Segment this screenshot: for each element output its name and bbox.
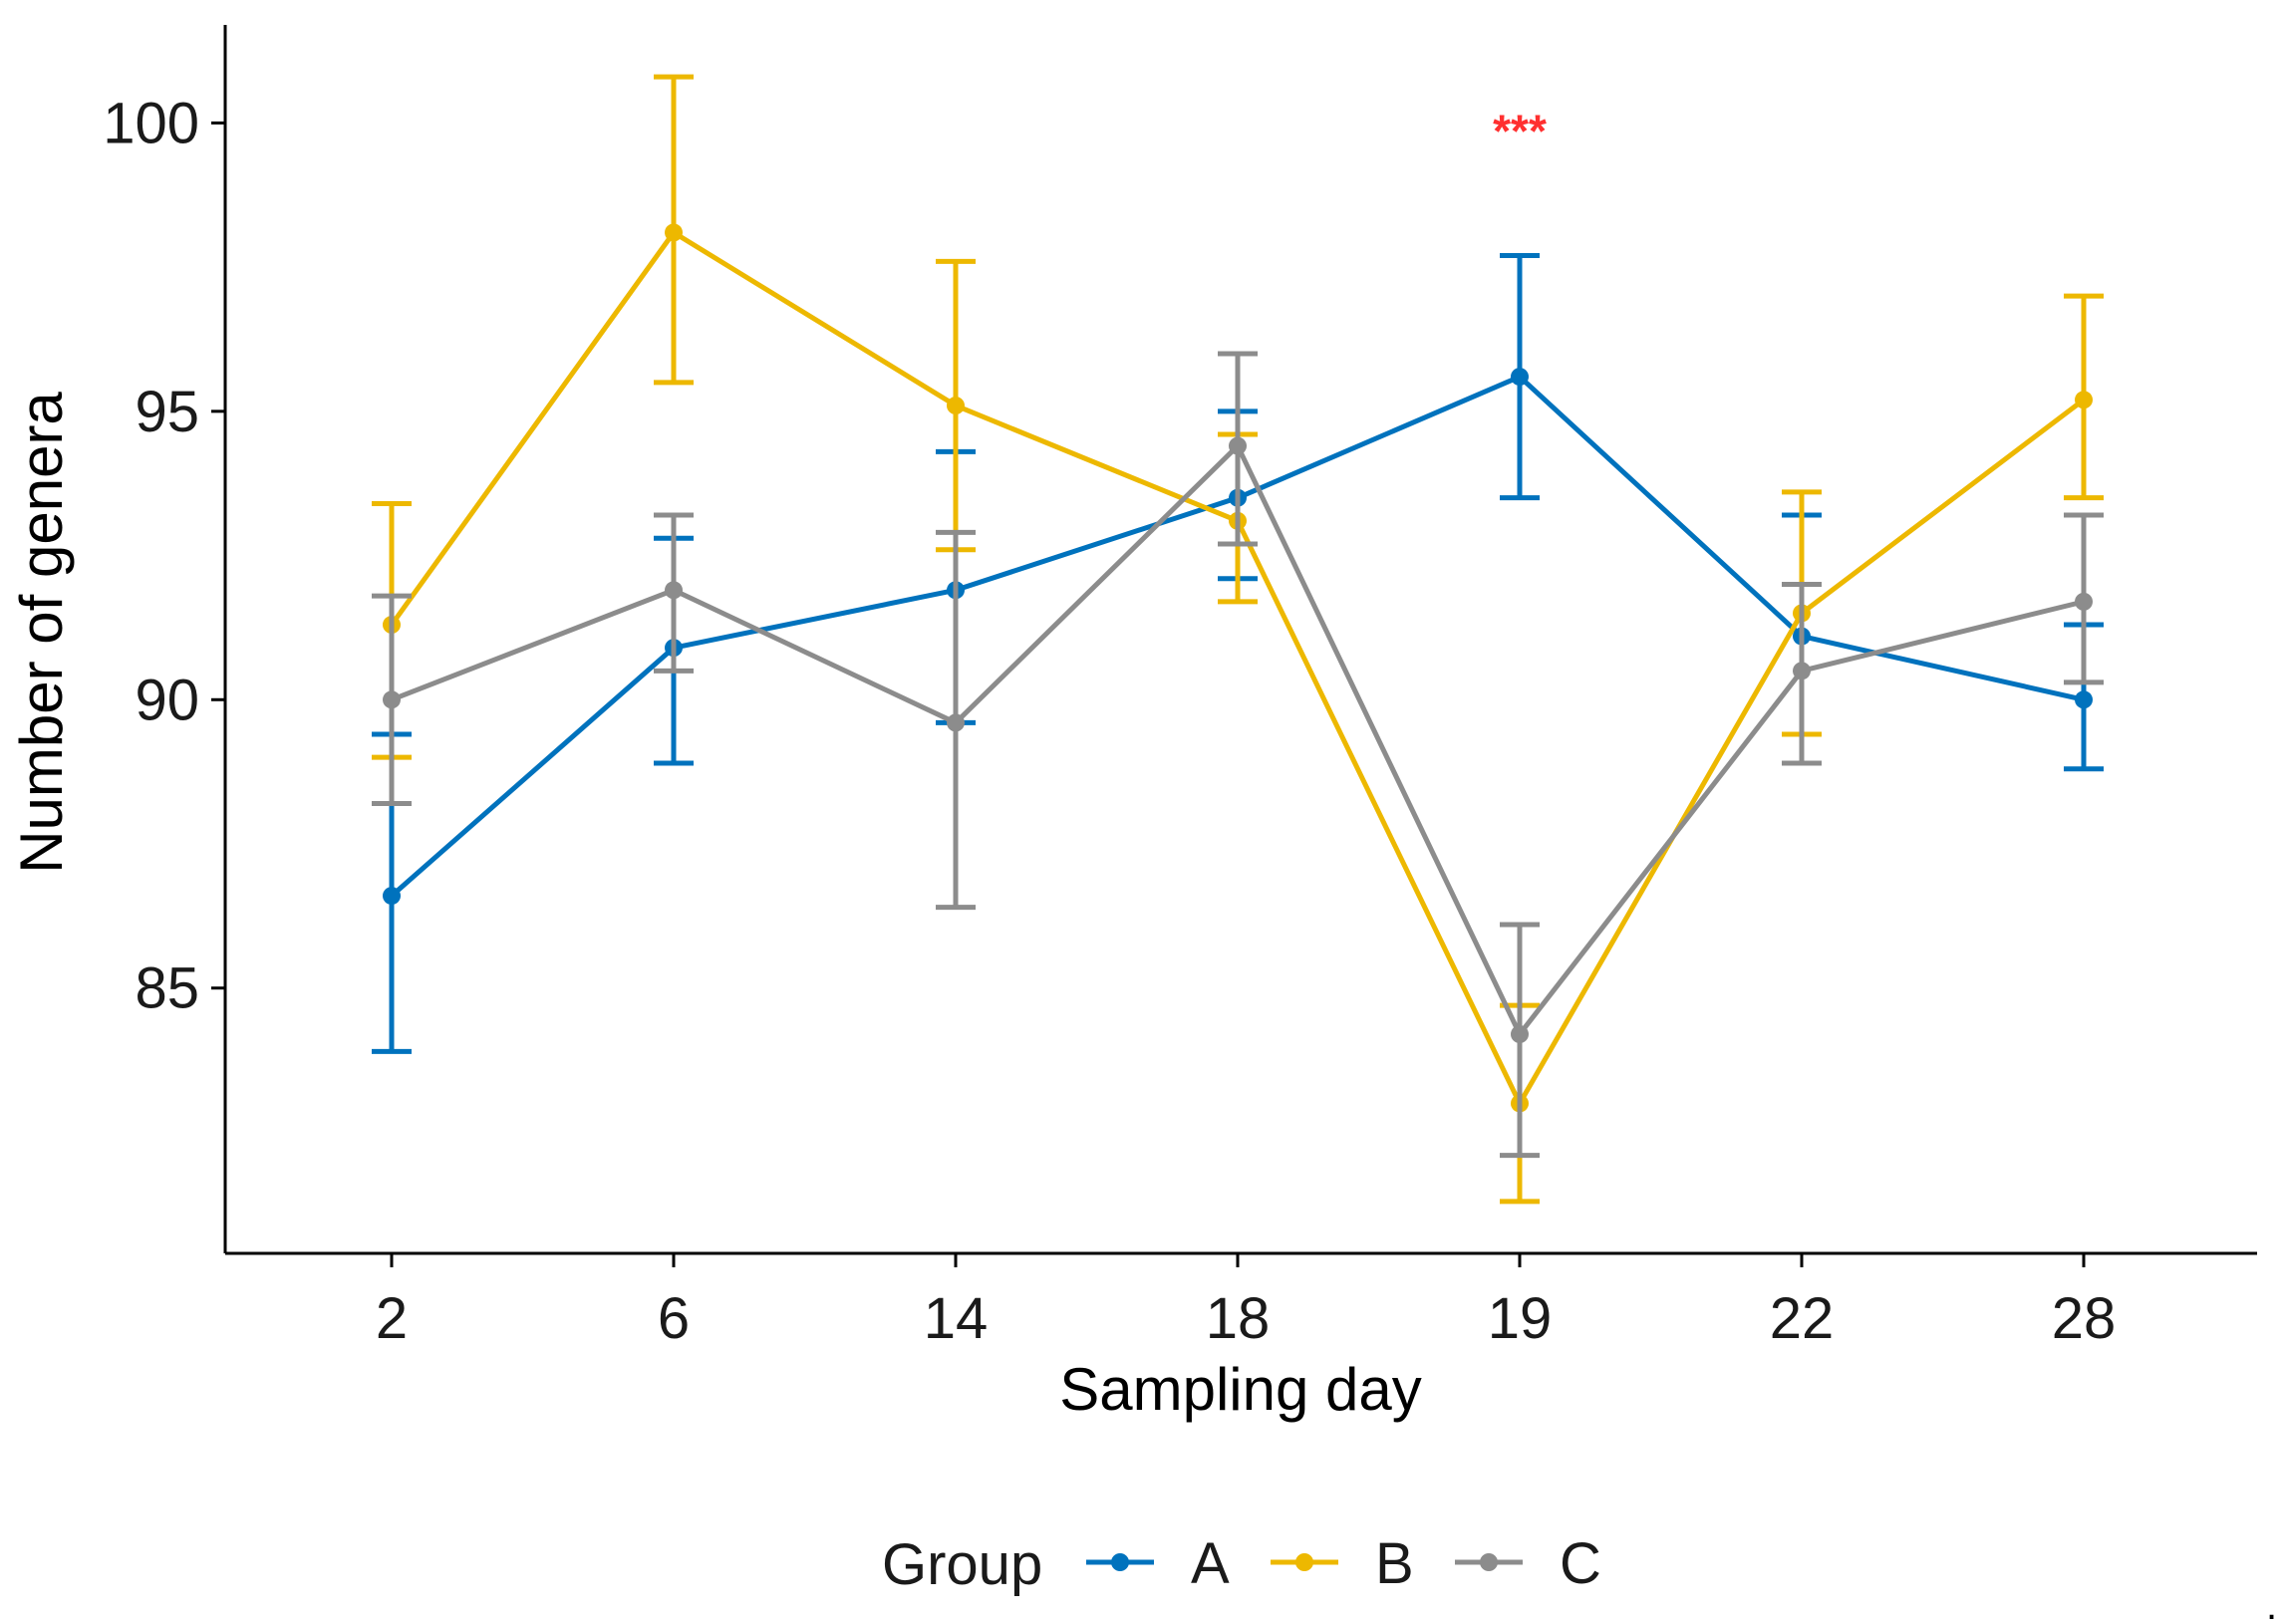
series-segment [671, 587, 959, 651]
data-point [2075, 391, 2093, 409]
annotations: *** [1493, 106, 1547, 157]
series-segment [1799, 634, 2087, 702]
series-segment [1517, 668, 1805, 1037]
legend-label: B [1375, 1531, 1414, 1596]
y-tick-label: 95 [135, 380, 199, 444]
data-point [2075, 592, 2093, 611]
significance-annotation: *** [1493, 106, 1547, 157]
legend-swatch-point [1480, 1553, 1498, 1571]
x-tick-label: 6 [658, 1286, 690, 1351]
data-point [2075, 690, 2093, 709]
x-axis-title: Sampling day [1059, 1356, 1422, 1423]
x-ticks: 2 6 14 18 19 22 28 [376, 1253, 2116, 1351]
series-segment [1517, 374, 1805, 640]
data-point [665, 223, 683, 242]
x-tick-label: 14 [924, 1286, 989, 1351]
series-B [372, 74, 2104, 1205]
legend-label: A [1191, 1531, 1230, 1596]
data-point [383, 690, 401, 709]
series-segment [953, 403, 1241, 524]
series-segment [1235, 518, 1523, 1106]
data-point [1511, 1025, 1529, 1044]
series-segment [671, 229, 959, 408]
series-segment [671, 587, 959, 725]
legend-label: C [1560, 1531, 1601, 1596]
data-point [383, 887, 401, 906]
series-C [372, 351, 2104, 1159]
series-segment [1235, 374, 1523, 501]
y-tick-label: 100 [103, 91, 199, 155]
x-tick-label: 28 [2052, 1286, 2117, 1351]
x-tick-label: 19 [1488, 1286, 1553, 1351]
corner-dot: . [2266, 1584, 2277, 1624]
y-tick-label: 90 [135, 668, 199, 732]
series-segment [389, 587, 677, 702]
data-point [947, 713, 965, 732]
legend-swatch-point [1111, 1553, 1129, 1571]
y-ticks: 85 90 95 100 [103, 91, 225, 1021]
series-group [372, 74, 2104, 1205]
data-point [1511, 368, 1529, 387]
x-tick-label: 22 [1770, 1286, 1835, 1351]
legend-swatch-point [1295, 1553, 1313, 1571]
y-axis-title: Number of genera [8, 392, 75, 874]
legend-item-A: A [1086, 1531, 1230, 1596]
axes [223, 25, 2257, 1255]
series-segment [1799, 397, 2087, 616]
data-point [947, 397, 965, 415]
series-segment [953, 443, 1241, 725]
legend: Group A B C [882, 1531, 1601, 1597]
series-segment [1235, 443, 1523, 1037]
x-tick-label: 2 [376, 1286, 408, 1351]
series-segment [953, 495, 1241, 593]
series-segment [389, 229, 677, 628]
x-tick-label: 18 [1206, 1286, 1271, 1351]
series-segment [389, 645, 677, 899]
data-point [665, 581, 683, 600]
series-segment [1799, 599, 2087, 674]
y-tick-label: 85 [135, 956, 199, 1021]
data-point [1793, 662, 1811, 680]
legend-item-B: B [1271, 1531, 1414, 1596]
legend-item-C: C [1455, 1531, 1601, 1596]
series-segment [1517, 610, 1805, 1106]
legend-title: Group [882, 1532, 1042, 1597]
data-point [1229, 436, 1247, 455]
